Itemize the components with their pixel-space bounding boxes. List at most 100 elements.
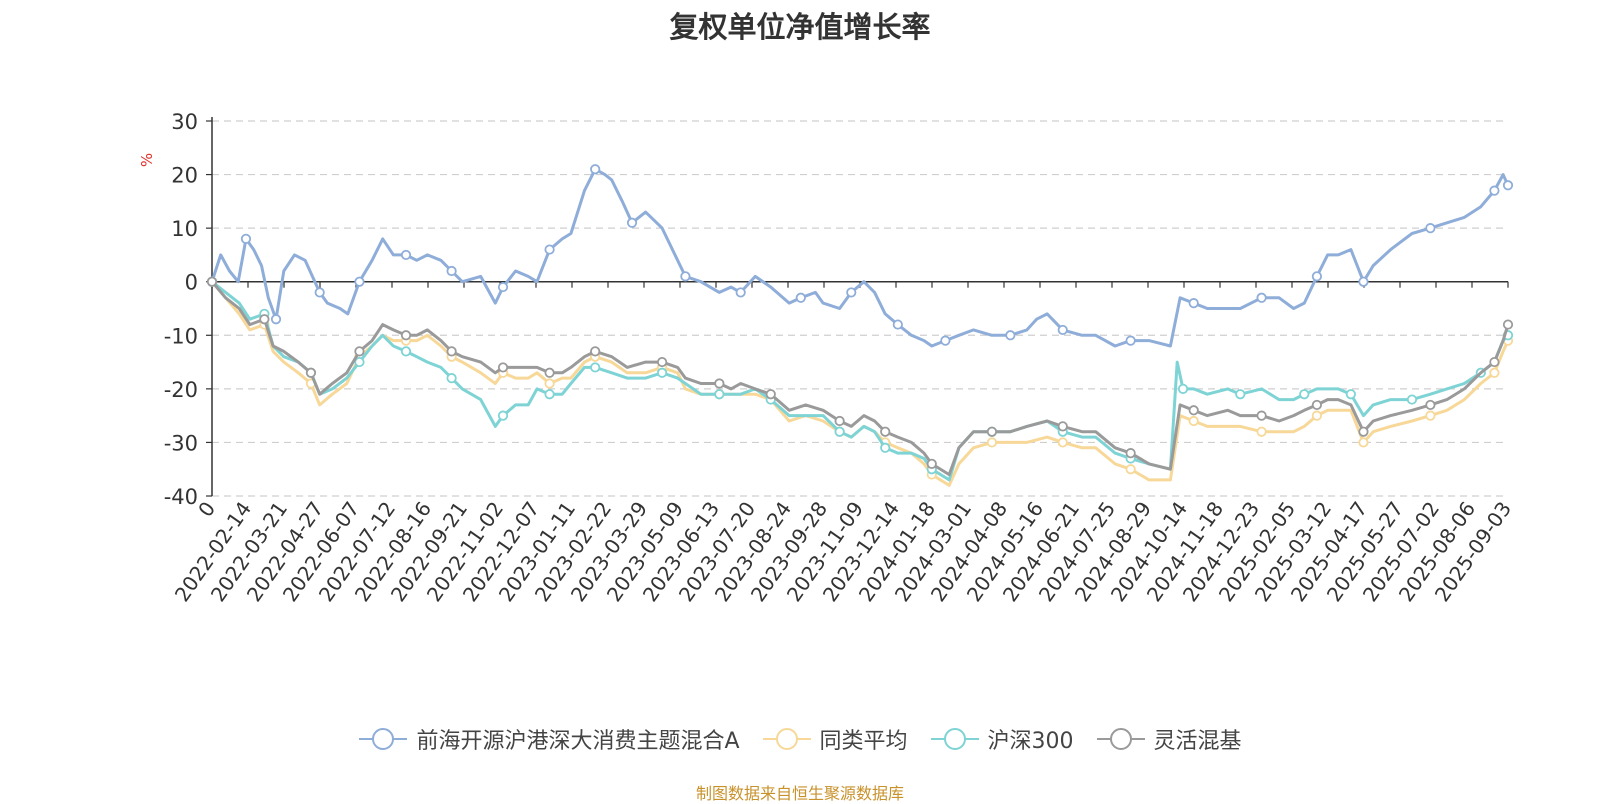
series-point bbox=[657, 356, 668, 368]
series-lines bbox=[206, 164, 1514, 487]
y-tick-label: 0 bbox=[185, 271, 198, 295]
series-point bbox=[834, 426, 845, 437]
legend-item[interactable]: 灵活混基 bbox=[1096, 723, 1242, 755]
series-point bbox=[1057, 324, 1068, 336]
gridlines bbox=[212, 120, 1508, 497]
series-point bbox=[354, 346, 365, 357]
series-point bbox=[880, 442, 891, 453]
series-point bbox=[1425, 410, 1436, 421]
legend-item[interactable]: 同类平均 bbox=[762, 723, 908, 755]
y-tick-label: -20 bbox=[164, 378, 198, 402]
series-point bbox=[314, 287, 325, 298]
series-point bbox=[1489, 185, 1500, 196]
series-point bbox=[765, 389, 776, 400]
series-point bbox=[1177, 383, 1189, 394]
series-point bbox=[497, 410, 509, 421]
source-note: 制图数据来自恒生聚源数据库 bbox=[695, 784, 904, 803]
axes: 3020100-10-20-30-4002022-02-142022-03-21… bbox=[164, 110, 1516, 606]
legend-item[interactable]: 前海开源沪港深大消费主题混合A bbox=[358, 723, 740, 755]
series-point bbox=[1256, 292, 1267, 303]
series-point bbox=[1057, 421, 1068, 432]
series-point bbox=[590, 346, 601, 357]
series-point bbox=[714, 378, 725, 389]
y-tick-label: 30 bbox=[171, 110, 198, 134]
series-line-3 bbox=[210, 280, 1510, 482]
line-chart: 3020100-10-20-30-4002022-02-142022-03-21… bbox=[138, 110, 1516, 606]
series-point bbox=[846, 287, 857, 298]
series-point bbox=[1358, 276, 1369, 287]
series-point bbox=[1125, 448, 1136, 459]
series-point bbox=[446, 346, 457, 357]
y-tick-label: -10 bbox=[164, 324, 198, 348]
series-point bbox=[497, 281, 509, 293]
y-axis-label: % bbox=[138, 153, 156, 167]
series-point bbox=[880, 426, 891, 437]
series-point bbox=[714, 389, 725, 400]
series-point bbox=[1489, 356, 1500, 368]
series-point bbox=[1489, 367, 1500, 378]
series-point bbox=[1188, 405, 1199, 416]
series-point bbox=[1406, 394, 1418, 405]
series-point bbox=[1256, 410, 1267, 421]
legend-swatch-icon bbox=[1096, 728, 1145, 750]
series-point bbox=[354, 356, 365, 368]
series-point bbox=[657, 367, 668, 378]
series-point bbox=[940, 335, 951, 346]
series-point bbox=[446, 265, 457, 277]
series-line-1 bbox=[210, 167, 1510, 348]
legend-label: 同类平均 bbox=[819, 729, 908, 754]
y-tick-label: -30 bbox=[164, 431, 198, 455]
legend-swatch-icon bbox=[359, 728, 408, 750]
series-point bbox=[1005, 330, 1016, 341]
series-point bbox=[1425, 223, 1436, 234]
series-point bbox=[1311, 410, 1322, 421]
legend-swatch-icon bbox=[930, 728, 979, 750]
legend-label: 前海开源沪港深大消费主题混合A bbox=[416, 729, 740, 754]
series-point bbox=[795, 292, 806, 303]
series-line-4 bbox=[210, 280, 1510, 477]
series-point bbox=[544, 244, 555, 255]
series-point bbox=[1311, 271, 1322, 282]
y-tick-label: -40 bbox=[164, 485, 198, 509]
x-tick-label: 0 bbox=[193, 497, 220, 521]
series-point bbox=[259, 314, 270, 325]
series-point bbox=[544, 378, 555, 389]
legend-item[interactable]: 沪深300 bbox=[930, 723, 1074, 755]
series-point bbox=[497, 362, 509, 373]
legend-swatch-icon bbox=[762, 728, 811, 750]
series-point bbox=[1311, 399, 1322, 411]
series-point bbox=[1345, 389, 1356, 400]
series-point bbox=[1502, 180, 1514, 191]
legend-label: 沪深300 bbox=[987, 729, 1074, 754]
chart-title: 复权单位净值增长率 bbox=[669, 10, 931, 44]
series-point bbox=[1125, 335, 1136, 346]
y-tick-label: 10 bbox=[171, 217, 198, 241]
series-point bbox=[1125, 464, 1136, 475]
y-tick-label: 20 bbox=[171, 164, 198, 188]
series-point bbox=[1358, 426, 1369, 437]
series-point bbox=[544, 389, 555, 400]
series-point bbox=[1425, 399, 1436, 411]
series-point bbox=[926, 458, 937, 469]
series-point bbox=[1188, 415, 1199, 427]
series-point bbox=[544, 367, 555, 378]
series-point bbox=[892, 319, 903, 330]
series-point bbox=[400, 249, 412, 261]
series-point bbox=[1256, 426, 1267, 437]
series-point bbox=[590, 362, 601, 373]
series-point bbox=[446, 373, 457, 384]
series-point bbox=[1502, 319, 1514, 330]
series-point bbox=[270, 314, 282, 325]
series-point bbox=[986, 437, 998, 448]
series-line-2 bbox=[210, 280, 1510, 487]
series-point bbox=[626, 217, 638, 228]
series-point bbox=[1358, 437, 1369, 448]
series-point bbox=[1188, 298, 1199, 309]
series-point bbox=[1299, 389, 1310, 400]
series-point bbox=[354, 276, 365, 287]
series-point bbox=[986, 426, 998, 437]
series-point bbox=[735, 287, 746, 298]
series-point bbox=[305, 367, 317, 378]
series-point bbox=[400, 330, 412, 341]
series-point bbox=[590, 164, 601, 175]
